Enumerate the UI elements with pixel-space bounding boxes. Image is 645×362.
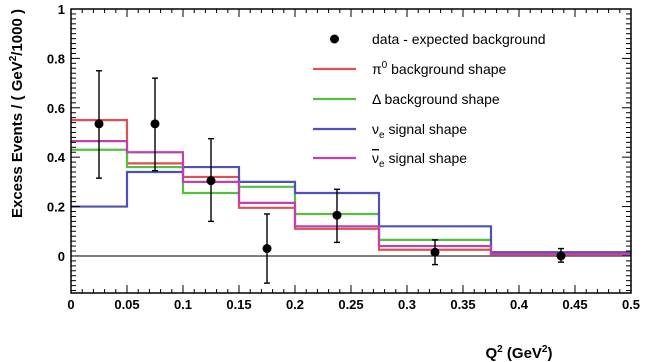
data-point-2 [206, 176, 216, 186]
legend-label-sup-0: 0 [382, 60, 388, 71]
x-axis-title-sup: 2 [497, 344, 503, 355]
histogram-series-group [71, 119, 631, 256]
y-axis-title-sup: 2 [8, 55, 19, 61]
x-tick-label-1: 0.05 [114, 297, 139, 312]
x-tick-label-2: 0.1 [174, 297, 192, 312]
histogram-series-2 [71, 165, 631, 254]
histogram-series-1 [71, 148, 631, 255]
histogram-series-3 [71, 140, 631, 256]
data-point-4 [332, 210, 342, 220]
x-tick-label-10: 0.5 [622, 297, 640, 312]
y-axis-title-main: Excess Events / ( GeV [9, 61, 26, 218]
data-point-3 [262, 244, 272, 254]
x-tick-label-6: 0.3 [398, 297, 416, 312]
axis-titles: Q2 (GeV2)Excess Events / ( GeV2/1000 ) [8, 9, 552, 362]
histogram-series-0 [71, 119, 631, 256]
y-tick-label-0: 0 [58, 249, 65, 264]
legend-label-symbol-2: ν [372, 121, 379, 137]
legend-label-data: data - expected background [372, 31, 546, 47]
x-axis-title-unit-sup: 2 [542, 344, 548, 355]
x-axis-title: Q2 (GeV2) [486, 344, 553, 362]
legend-label-2: νe signal shape [372, 121, 467, 141]
legend-label-rest-2: signal shape [385, 121, 468, 137]
legend-label-symbol-1: Δ background shape [372, 91, 500, 107]
y-axis-title: Excess Events / ( GeV2/1000 ) [8, 9, 26, 218]
legend-label-rest-0: background shape [387, 61, 506, 77]
legend-label-symbol-3: ν [372, 150, 379, 166]
x-tick-label-5: 0.25 [338, 297, 363, 312]
legend-label-1: Δ background shape [372, 91, 500, 107]
y-tick-label-4: 0.8 [47, 51, 65, 66]
legend-label-3: νe signal shape [372, 150, 467, 170]
y-tick-label-3: 0.6 [47, 101, 65, 116]
x-tick-label-9: 0.45 [562, 297, 587, 312]
legend-label-sub-2: e [379, 130, 385, 141]
legend-label-sub-3: e [379, 159, 385, 170]
y-tick-label-2: 0.4 [47, 150, 66, 165]
x-axis-title-close: ) [547, 345, 552, 362]
legend-label-0: π0 background shape [372, 60, 507, 77]
y-tick-label-5: 1 [58, 2, 65, 17]
x-tick-label-7: 0.35 [450, 297, 475, 312]
x-tick-label-4: 0.2 [286, 297, 304, 312]
x-axis-title-q: Q [486, 345, 498, 362]
legend-marker-data [330, 34, 339, 44]
y-axis-title-rest: /1000 ) [9, 9, 26, 56]
y-tick-label-1: 0.2 [47, 200, 65, 215]
data-point-5 [430, 247, 440, 257]
legend-label-symbol-0: π [372, 61, 382, 77]
legend: data - expected background π0 background … [313, 31, 546, 170]
x-tick-label-0: 0 [67, 297, 74, 312]
data-point-1 [150, 119, 160, 129]
data-point-0 [94, 119, 104, 129]
legend-label-rest-3: signal shape [385, 150, 468, 166]
x-tick-label-3: 0.15 [226, 297, 251, 312]
data-point-6 [556, 251, 566, 261]
axis-ticks-group: 0 0.05 0.1 0.15 0.2 0.25 0.3 0.35 0.4 0.45 0.5 0 0.2… [47, 2, 640, 312]
data-points-group [94, 70, 566, 284]
x-tick-label-8: 0.4 [510, 297, 529, 312]
x-axis-title-unit: (GeV [503, 345, 542, 362]
